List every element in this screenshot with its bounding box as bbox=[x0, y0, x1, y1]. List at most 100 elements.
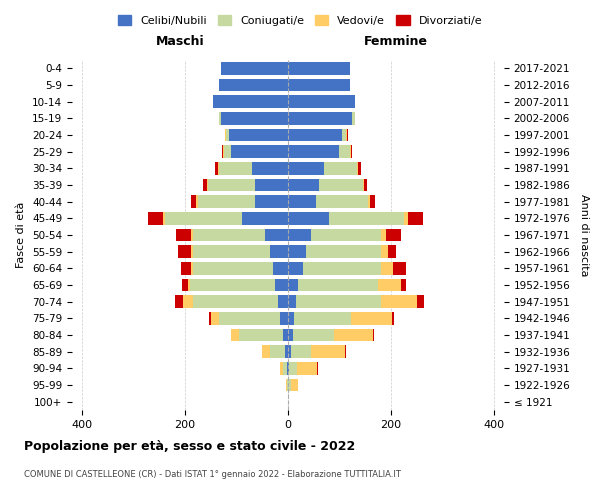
Bar bbox=[350, 146, 351, 158]
Bar bbox=[215, 162, 218, 174]
Bar bbox=[288, 312, 294, 324]
Bar bbox=[229, 129, 288, 141]
Bar bbox=[286, 379, 287, 391]
Bar bbox=[252, 162, 288, 174]
Text: COMUNE DI CASTELLEONE (CR) - Dati ISTAT 1° gennaio 2022 - Elaborazione TUTTITALI: COMUNE DI CASTELLEONE (CR) - Dati ISTAT … bbox=[24, 470, 401, 479]
Bar bbox=[288, 212, 329, 224]
Bar bbox=[193, 296, 278, 308]
Bar bbox=[317, 362, 319, 374]
Bar bbox=[294, 312, 351, 324]
Bar bbox=[347, 129, 348, 141]
Bar bbox=[224, 146, 232, 158]
Bar bbox=[198, 196, 254, 208]
Bar bbox=[288, 79, 350, 92]
Bar bbox=[358, 162, 361, 174]
Bar bbox=[286, 346, 288, 358]
Bar bbox=[342, 129, 346, 141]
Bar bbox=[188, 279, 190, 291]
Bar bbox=[207, 179, 208, 192]
Bar bbox=[351, 312, 392, 324]
Bar bbox=[352, 112, 355, 124]
Bar bbox=[370, 196, 376, 208]
Bar bbox=[288, 296, 296, 308]
Bar bbox=[288, 162, 324, 174]
Bar bbox=[182, 279, 188, 291]
Bar bbox=[225, 129, 226, 141]
Bar bbox=[351, 146, 352, 158]
Bar bbox=[283, 329, 288, 341]
Bar bbox=[191, 246, 193, 258]
Bar bbox=[311, 229, 380, 241]
Bar bbox=[293, 329, 334, 341]
Bar bbox=[316, 196, 368, 208]
Bar bbox=[218, 312, 280, 324]
Bar bbox=[218, 162, 252, 174]
Bar bbox=[288, 279, 298, 291]
Bar bbox=[242, 212, 288, 224]
Bar bbox=[288, 329, 293, 341]
Bar bbox=[288, 146, 340, 158]
Bar bbox=[404, 212, 408, 224]
Bar bbox=[288, 379, 290, 391]
Bar bbox=[226, 129, 229, 141]
Bar bbox=[388, 246, 396, 258]
Bar bbox=[203, 179, 207, 192]
Bar bbox=[297, 362, 317, 374]
Bar bbox=[275, 279, 288, 291]
Bar bbox=[193, 262, 272, 274]
Bar bbox=[288, 179, 319, 192]
Bar bbox=[232, 329, 239, 341]
Bar bbox=[319, 179, 362, 192]
Bar bbox=[290, 379, 298, 391]
Bar bbox=[218, 112, 221, 124]
Bar bbox=[265, 229, 288, 241]
Bar bbox=[254, 196, 288, 208]
Bar bbox=[344, 346, 346, 358]
Bar bbox=[193, 229, 265, 241]
Bar bbox=[288, 246, 306, 258]
Bar bbox=[191, 262, 193, 274]
Bar bbox=[209, 312, 211, 324]
Bar bbox=[362, 179, 364, 192]
Bar bbox=[208, 179, 254, 192]
Bar bbox=[272, 262, 288, 274]
Bar bbox=[288, 62, 350, 74]
Bar bbox=[380, 262, 394, 274]
Bar bbox=[296, 296, 380, 308]
Bar bbox=[288, 362, 289, 374]
Bar bbox=[181, 262, 191, 274]
Bar bbox=[223, 146, 224, 158]
Bar bbox=[270, 246, 288, 258]
Bar bbox=[191, 196, 196, 208]
Bar bbox=[287, 379, 288, 391]
Bar bbox=[221, 62, 288, 74]
Bar bbox=[283, 362, 287, 374]
Bar bbox=[191, 229, 193, 241]
Bar bbox=[346, 129, 347, 141]
Bar bbox=[380, 229, 386, 241]
Bar bbox=[304, 262, 380, 274]
Bar bbox=[287, 362, 288, 374]
Bar bbox=[288, 196, 316, 208]
Bar bbox=[190, 279, 275, 291]
Bar bbox=[232, 146, 288, 158]
Bar bbox=[280, 312, 288, 324]
Bar bbox=[380, 246, 388, 258]
Y-axis label: Fasce di età: Fasce di età bbox=[16, 202, 26, 268]
Bar bbox=[394, 262, 406, 274]
Y-axis label: Anni di nascita: Anni di nascita bbox=[579, 194, 589, 276]
Bar bbox=[416, 296, 424, 308]
Bar bbox=[311, 346, 344, 358]
Bar bbox=[401, 279, 406, 291]
Bar bbox=[178, 246, 191, 258]
Bar bbox=[329, 212, 404, 224]
Bar bbox=[280, 362, 283, 374]
Bar bbox=[182, 296, 193, 308]
Bar bbox=[254, 179, 288, 192]
Bar bbox=[378, 279, 401, 291]
Bar bbox=[176, 229, 191, 241]
Bar bbox=[211, 312, 218, 324]
Bar bbox=[368, 196, 370, 208]
Bar bbox=[373, 329, 374, 341]
Bar bbox=[239, 329, 283, 341]
